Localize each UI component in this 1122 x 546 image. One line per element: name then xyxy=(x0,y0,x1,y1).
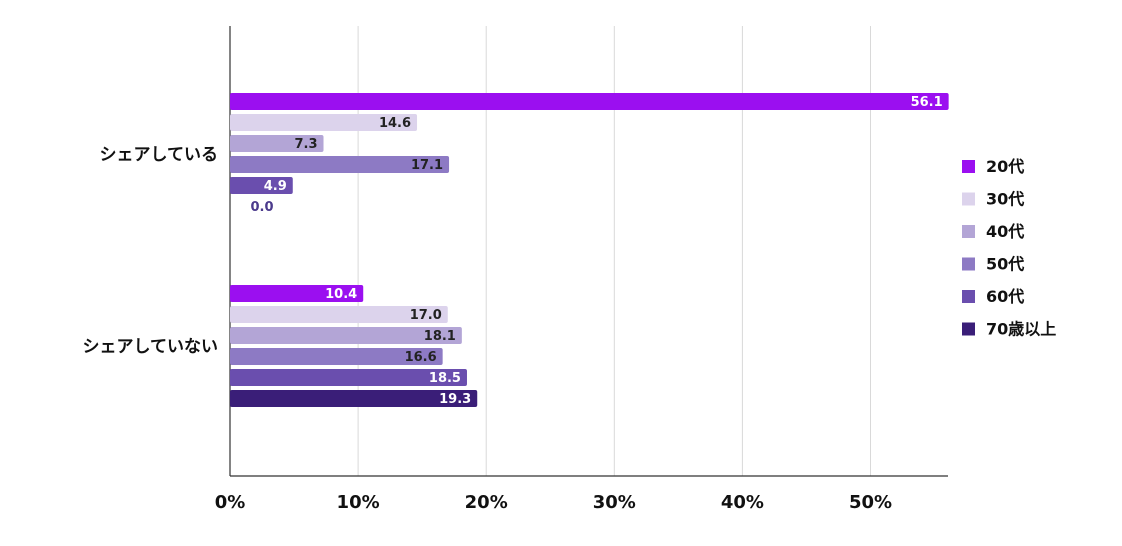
data-label: 14.6 xyxy=(379,116,411,131)
data-label: 16.6 xyxy=(405,350,437,365)
data-label: 0.0 xyxy=(250,200,273,215)
legend-swatch xyxy=(962,257,975,271)
bar xyxy=(230,327,462,344)
legend-label: 50代 xyxy=(986,255,1024,274)
data-label: 10.4 xyxy=(325,287,357,302)
bar xyxy=(230,93,949,110)
data-label: 7.3 xyxy=(294,137,317,152)
x-tick-label: 0% xyxy=(215,492,246,513)
category-label: シェアしている xyxy=(100,145,219,165)
legend-label: 20代 xyxy=(986,157,1024,176)
x-tick-label: 20% xyxy=(465,492,508,513)
legend-swatch xyxy=(962,160,975,173)
bar xyxy=(230,390,478,407)
legend-label: 40代 xyxy=(986,222,1024,241)
legend-swatch xyxy=(962,322,975,336)
data-label: 56.1 xyxy=(911,95,943,110)
data-label: 4.9 xyxy=(264,179,287,194)
category-label: シェアしていない xyxy=(83,337,219,357)
data-label: 19.3 xyxy=(439,392,471,407)
data-label: 17.0 xyxy=(410,308,442,323)
data-label: 18.5 xyxy=(429,371,461,386)
bar xyxy=(230,369,467,386)
bar xyxy=(230,156,450,173)
bar xyxy=(230,306,448,323)
x-tick-label: 50% xyxy=(849,492,892,513)
bar xyxy=(230,285,364,302)
bar xyxy=(230,348,443,365)
legend-swatch xyxy=(962,290,975,303)
x-tick-label: 30% xyxy=(593,492,636,513)
x-tick-label: 40% xyxy=(721,492,764,513)
legend-label: 60代 xyxy=(986,287,1024,306)
bar xyxy=(230,135,324,152)
legend-label: 70歳以上 xyxy=(986,320,1056,339)
data-label: 18.1 xyxy=(424,329,456,344)
x-tick-label: 10% xyxy=(337,492,380,513)
legend-swatch xyxy=(962,192,975,206)
legend-swatch xyxy=(962,225,975,238)
data-label: 17.1 xyxy=(411,158,443,173)
bar xyxy=(230,177,293,194)
legend-label: 30代 xyxy=(986,190,1024,209)
bar xyxy=(230,114,418,131)
